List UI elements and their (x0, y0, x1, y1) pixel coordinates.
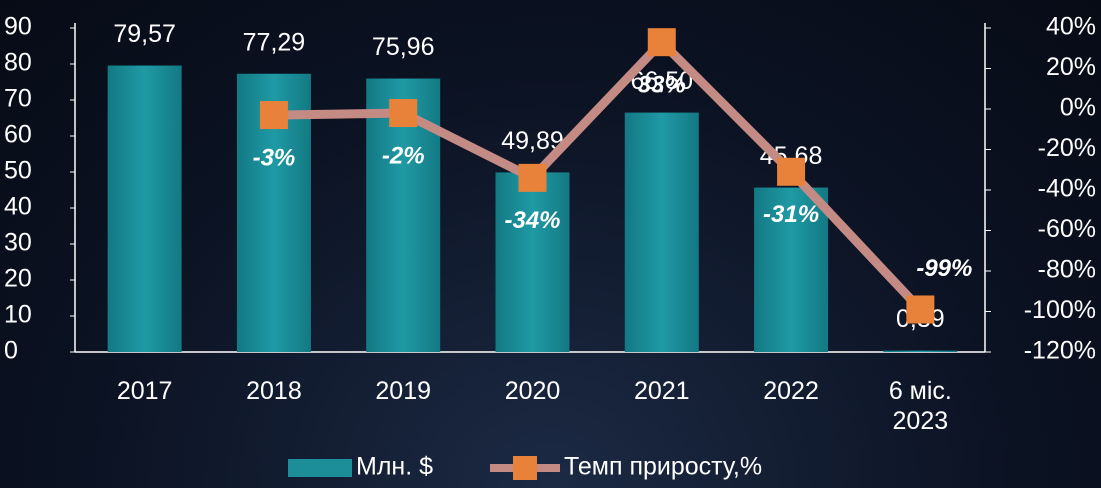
legend-label: Темп приросту,% (564, 453, 762, 481)
y2-tick-label: -60% (1038, 215, 1096, 243)
line-value-label: -31% (763, 201, 819, 228)
y-tick-label: 70 (4, 85, 32, 113)
legend-swatch-marker (513, 456, 537, 480)
y2-tick-label: -120% (1024, 337, 1096, 365)
y2-tick-label: -100% (1024, 296, 1096, 324)
y-tick-label: 50 (4, 157, 32, 185)
legend-label: Млн. $ (356, 453, 433, 481)
y-tick-label: 60 (4, 121, 32, 149)
bar (107, 65, 182, 352)
bar (495, 172, 570, 352)
bar (883, 350, 958, 352)
y2-tick-label: -40% (1038, 175, 1096, 203)
y-tick-label: 20 (4, 265, 32, 293)
bar-value-label: 66,50 (631, 67, 694, 95)
bar-value-label: 79,57 (113, 20, 176, 48)
marker (777, 157, 806, 186)
line (273, 35, 924, 313)
line-value-label: -3% (253, 144, 296, 171)
x-tick-label: 2017 (116, 377, 173, 405)
x-tick-label: 2022 (763, 377, 819, 405)
marker (906, 295, 935, 324)
x-tick-label: 2019 (375, 377, 432, 405)
y-tick-label: 80 (4, 49, 32, 77)
y2-tick-label: 40% (1046, 13, 1096, 41)
y-tick-label: 40 (4, 193, 32, 221)
y2-tick-label: 20% (1046, 53, 1096, 81)
x-tick-label: 2021 (633, 377, 690, 405)
bar (754, 187, 829, 352)
marker (647, 28, 676, 57)
y-tick-label: 90 (4, 13, 32, 41)
line-value-label: -34% (504, 207, 560, 234)
marker (518, 163, 547, 192)
y-tick-label: 30 (4, 229, 32, 257)
marker (389, 99, 418, 128)
marker (259, 101, 288, 130)
y-tick-label: 10 (4, 301, 32, 329)
x-tick-label: 2018 (246, 377, 302, 405)
y2-tick-label: -80% (1038, 256, 1096, 284)
bar (624, 112, 699, 352)
bar-value-label: 75,96 (372, 33, 435, 61)
legend-swatch-bar (288, 459, 352, 477)
line-value-label: -99% (916, 255, 972, 282)
y2-tick-label: -20% (1038, 134, 1096, 162)
line-value-label: 33% (638, 72, 686, 99)
y2-tick-label: 0% (1060, 94, 1096, 122)
bar-value-label: 77,29 (243, 28, 306, 56)
line-value-label: -2% (382, 142, 425, 169)
y-tick-label: 0 (4, 337, 18, 365)
x-tick-label: 6 міс. 2023 (888, 377, 952, 435)
x-tick-label: 2020 (504, 377, 561, 405)
